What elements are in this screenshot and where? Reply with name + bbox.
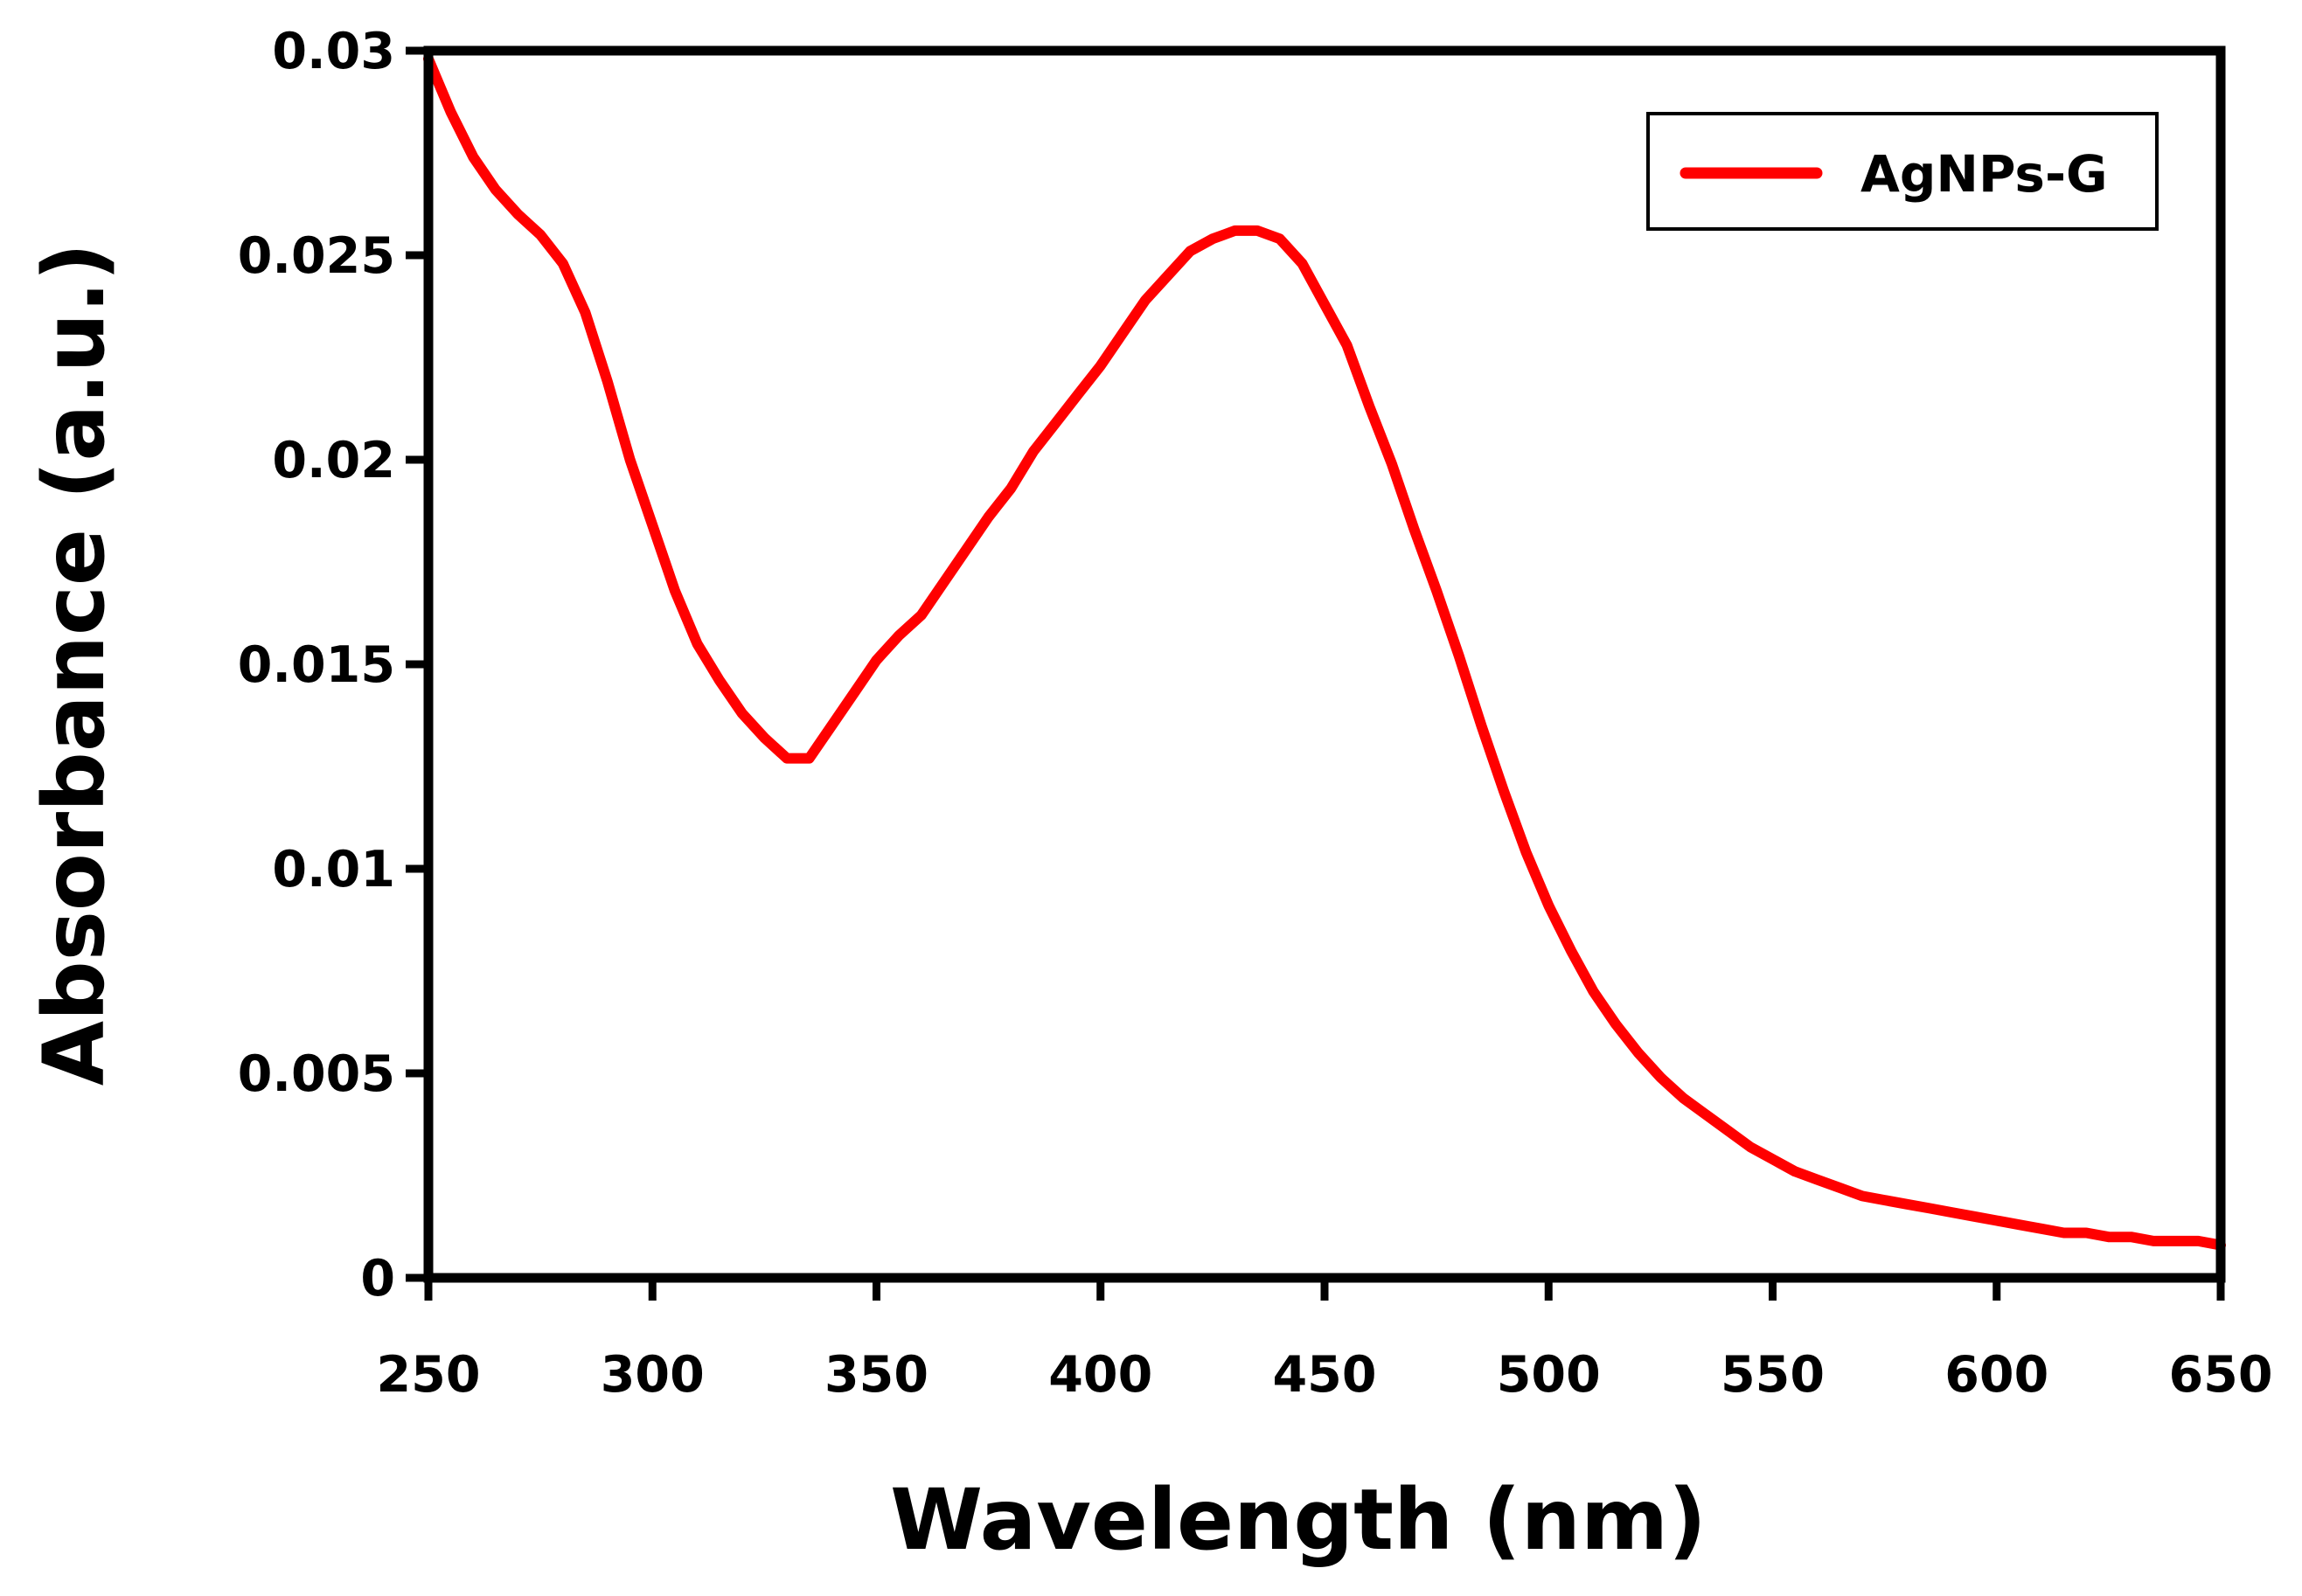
legend-entry-label: AgNPs-G bbox=[1860, 144, 2108, 204]
x-tick-label-450: 450 bbox=[1273, 1346, 1377, 1404]
y-tick-label-0.025: 0.025 bbox=[238, 227, 395, 285]
tick-labels: 250 300 350 400 450 500 550 600 650 0 0.005 0.01 0.0… bbox=[238, 23, 2273, 1404]
legend: AgNPs-G bbox=[1646, 112, 2159, 231]
y-tick-label-0.005: 0.005 bbox=[238, 1045, 395, 1103]
x-tick-label-250: 250 bbox=[377, 1346, 481, 1404]
x-tick-label-550: 550 bbox=[1721, 1346, 1825, 1404]
y-tick-label-0.01: 0.01 bbox=[272, 841, 395, 899]
x-tick-label-600: 600 bbox=[1944, 1346, 2048, 1404]
x-tick-label-650: 650 bbox=[2169, 1346, 2273, 1404]
y-axis-title: Absorbance (a.u.) bbox=[25, 243, 123, 1086]
x-tick-label-300: 300 bbox=[601, 1346, 705, 1404]
x-axis-title: Wavelength (nm) bbox=[890, 1471, 1707, 1569]
y-tick-label-0.02: 0.02 bbox=[272, 432, 395, 489]
y-tick-label-0: 0 bbox=[360, 1250, 395, 1308]
x-tick-label-350: 350 bbox=[824, 1346, 928, 1404]
y-tick-label-0.015: 0.015 bbox=[238, 636, 395, 694]
x-tick-label-400: 400 bbox=[1048, 1346, 1152, 1404]
plot-area-frame bbox=[423, 45, 2226, 1283]
series-lines bbox=[423, 53, 2226, 1251]
x-tick-label-500: 500 bbox=[1497, 1346, 1601, 1404]
series-line-AgNPs-G bbox=[423, 53, 2226, 1251]
y-tick-label-0.03: 0.03 bbox=[272, 23, 395, 80]
